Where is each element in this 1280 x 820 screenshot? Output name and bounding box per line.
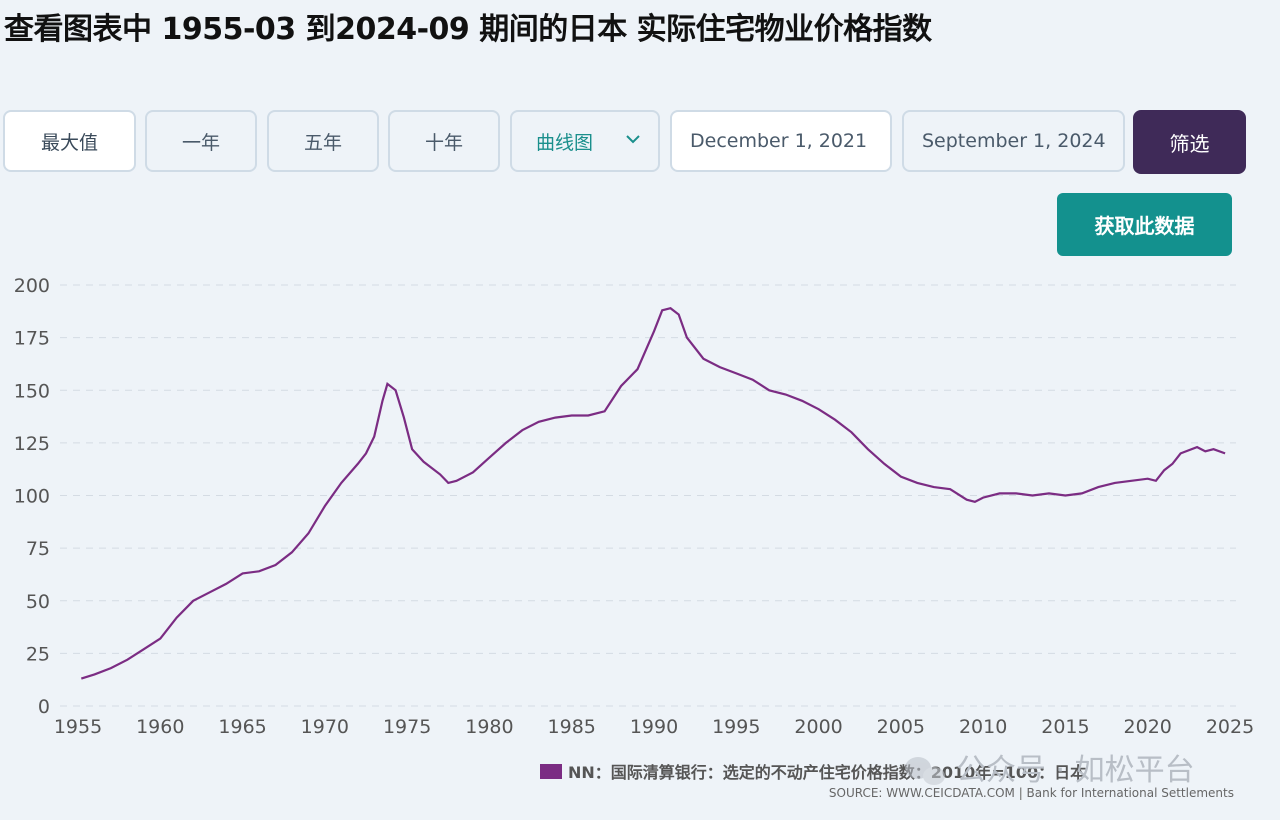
range-5y-button[interactable]: 五年: [267, 110, 379, 172]
y-tick-label: 150: [14, 380, 50, 402]
start-date-input[interactable]: December 1, 2021: [670, 110, 892, 172]
x-tick-label: 1960: [136, 716, 184, 738]
x-tick-label: 1970: [301, 716, 349, 738]
y-tick-label: 125: [14, 433, 50, 455]
y-tick-label: 0: [38, 696, 50, 718]
x-tick-label: 1995: [712, 716, 760, 738]
range-1y-button[interactable]: 一年: [145, 110, 257, 172]
x-axis: 1955 1960 1965 1970 1975 1980 1985 1990 1995 2000…: [54, 716, 1254, 738]
legend: NN：国际清算银行：选定的不动产住宅价格指数：2010年=100：日本: [540, 763, 1086, 782]
x-tick-label: 1975: [383, 716, 431, 738]
page-title: 查看图表中 1955-03 到2024-09 期间的日本 实际住宅物业价格指数: [4, 12, 932, 47]
x-tick-label: 1985: [548, 716, 596, 738]
x-tick-label: 2010: [959, 716, 1007, 738]
y-tick-label: 200: [14, 275, 50, 297]
source-note: SOURCE: WWW.CEICDATA.COM | Bank for Inte…: [829, 786, 1234, 800]
y-tick-label: 100: [14, 486, 50, 508]
legend-label: NN：国际清算银行：选定的不动产住宅价格指数：2010年=100：日本: [568, 763, 1086, 782]
grid-lines: [60, 284, 1236, 707]
x-tick-label: 2000: [794, 716, 842, 738]
end-date-input[interactable]: September 1, 2024: [902, 110, 1125, 172]
chevron-down-icon: [624, 130, 642, 153]
wechat-icon: [905, 757, 945, 785]
y-tick-label: 75: [26, 538, 50, 560]
x-tick-label: 1955: [54, 716, 102, 738]
y-tick-label: 50: [26, 591, 50, 613]
y-axis: 0 25 50 75 100 125 150 175 200: [14, 275, 50, 718]
legend-swatch: [540, 764, 562, 779]
x-tick-label: 1980: [465, 716, 513, 738]
y-tick-label: 25: [26, 643, 50, 665]
watermark: 公众号 · 如松平台: [956, 753, 1195, 788]
x-tick-label: 2020: [1124, 716, 1172, 738]
series-line: [80, 307, 1226, 680]
x-tick-label: 1965: [218, 716, 266, 738]
filter-button[interactable]: 筛选: [1133, 110, 1246, 174]
x-tick-label: 1990: [630, 716, 678, 738]
y-tick-label: 175: [14, 328, 50, 350]
x-tick-label: 2025: [1206, 716, 1254, 738]
range-10y-button[interactable]: 十年: [388, 110, 500, 172]
x-tick-label: 2015: [1041, 716, 1089, 738]
get-data-button[interactable]: 获取此数据: [1057, 193, 1232, 256]
chart-type-select[interactable]: 曲线图: [510, 110, 660, 172]
range-max-button[interactable]: 最大值: [3, 110, 136, 172]
x-tick-label: 2005: [877, 716, 925, 738]
chart-type-value: 曲线图: [536, 131, 594, 154]
